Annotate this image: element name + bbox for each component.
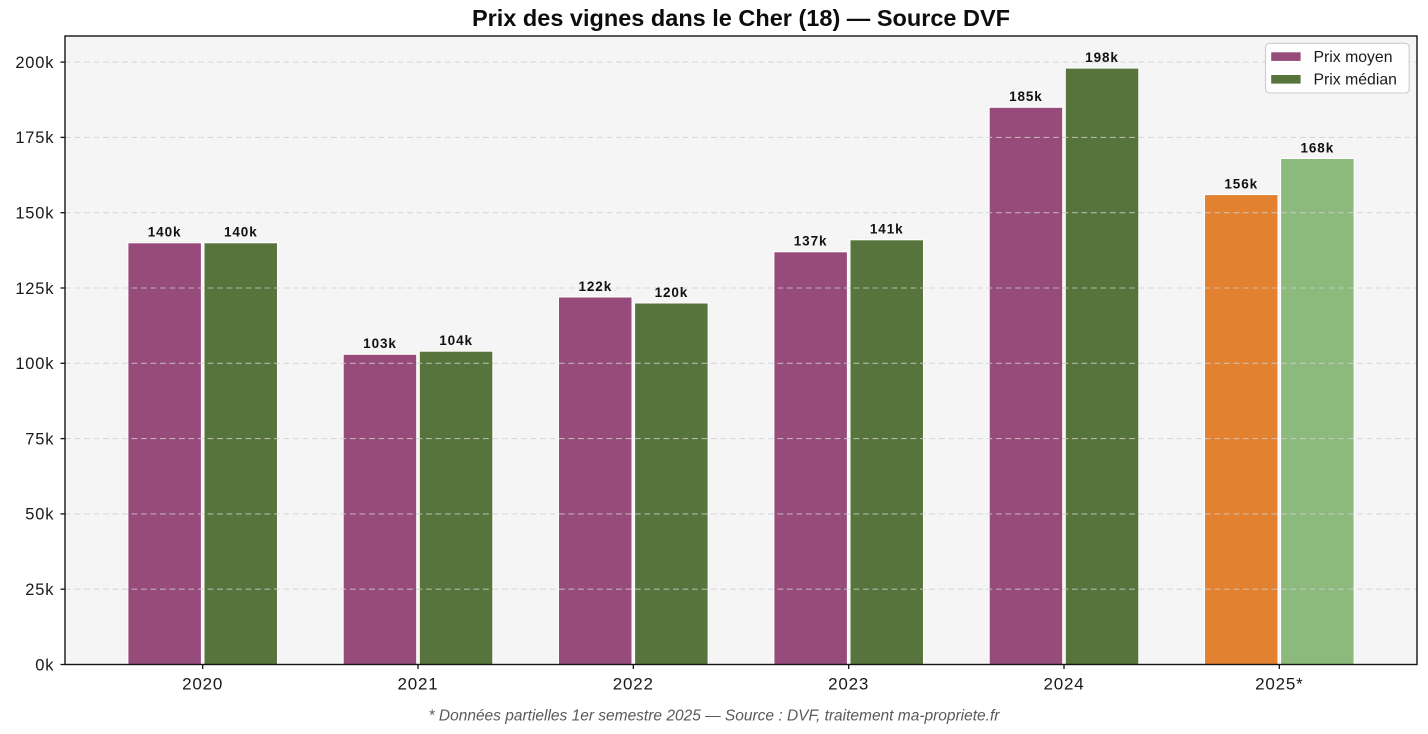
svg-text:156k: 156k [1224,176,1258,191]
svg-text:200k: 200k [15,54,54,72]
svg-text:2025*: 2025* [1255,675,1303,694]
svg-text:168k: 168k [1300,140,1334,155]
svg-text:Prix des vignes dans le Cher (: Prix des vignes dans le Cher (18) — Sour… [472,5,1010,31]
svg-text:141k: 141k [870,222,904,237]
svg-text:137k: 137k [794,234,828,249]
svg-text:2020: 2020 [182,675,223,694]
svg-text:140k: 140k [148,225,182,240]
svg-text:122k: 122k [578,279,612,294]
svg-text:Prix médian: Prix médian [1314,72,1397,89]
svg-text:2024: 2024 [1043,675,1084,694]
svg-text:0k: 0k [35,656,54,674]
svg-text:2022: 2022 [613,675,654,694]
svg-text:150k: 150k [15,205,54,223]
svg-text:125k: 125k [15,280,54,298]
svg-text:103k: 103k [363,336,397,351]
svg-text:50k: 50k [25,506,54,524]
svg-text:75k: 75k [25,430,54,448]
svg-text:104k: 104k [439,333,473,348]
svg-text:140k: 140k [224,225,258,240]
svg-text:* Données partielles 1er semes: * Données partielles 1er semestre 2025 —… [429,708,1001,725]
svg-text:Prix moyen: Prix moyen [1314,49,1393,66]
svg-text:198k: 198k [1085,50,1119,65]
svg-text:120k: 120k [655,285,689,300]
svg-text:2021: 2021 [397,675,438,694]
svg-text:185k: 185k [1009,89,1043,104]
svg-text:100k: 100k [15,355,54,373]
svg-text:25k: 25k [25,581,54,599]
svg-text:175k: 175k [15,129,54,147]
svg-text:2023: 2023 [828,675,869,694]
